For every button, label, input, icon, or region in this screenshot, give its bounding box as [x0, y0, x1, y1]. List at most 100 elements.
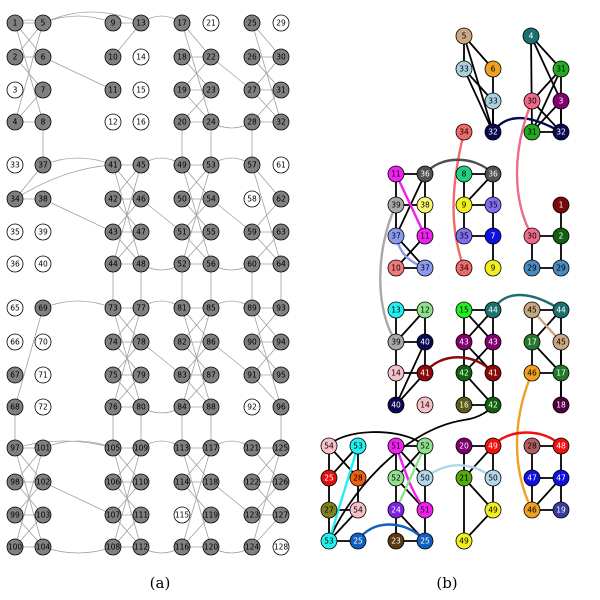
- graph-node: 10: [387, 259, 405, 277]
- graph-node: 99: [6, 506, 24, 524]
- node-label: 10: [108, 53, 118, 62]
- node-label: 94: [276, 338, 286, 347]
- graph-node: 43: [455, 333, 473, 351]
- node-label: 18: [556, 401, 566, 410]
- graph-edge: [210, 56, 253, 91]
- graph-node: 8: [455, 165, 473, 183]
- node-label: 1: [559, 201, 564, 210]
- node-label: 12: [108, 118, 118, 127]
- node-label: 92: [247, 403, 257, 412]
- node-label: 106: [106, 478, 121, 487]
- node-label: 83: [177, 371, 187, 380]
- graph-node: 69: [34, 299, 52, 317]
- graph-node: 72: [34, 398, 52, 416]
- node-label: 57: [247, 161, 257, 170]
- graph-node: 45: [132, 156, 150, 174]
- graph-node: 82: [173, 333, 191, 351]
- graph-node: 28: [523, 437, 541, 455]
- node-label: 90: [247, 338, 257, 347]
- node-label: 128: [274, 543, 289, 552]
- node-label: 32: [556, 128, 566, 137]
- graph-node: 11: [104, 81, 122, 99]
- node-label: 15: [459, 306, 469, 315]
- graph-node: 121: [243, 439, 261, 457]
- graph-node: 110: [132, 473, 150, 491]
- node-label: 35: [459, 232, 469, 241]
- graph-node: 23: [202, 81, 220, 99]
- graph-node: 49: [455, 532, 473, 550]
- node-label: 16: [136, 118, 146, 127]
- node-label: 45: [556, 338, 566, 347]
- graph-node: 105: [104, 439, 122, 457]
- graph-node: 48: [132, 255, 150, 273]
- node-label: 4: [529, 32, 534, 41]
- graph-edge: [42, 11, 142, 24]
- graph-node: 103: [34, 506, 52, 524]
- graph-node: 104: [34, 538, 52, 556]
- node-label: 35: [488, 201, 498, 210]
- node-label: 36: [488, 170, 498, 179]
- graph-node: 45: [552, 333, 570, 351]
- node-label: 14: [391, 369, 401, 378]
- graph-node: 127: [272, 506, 290, 524]
- node-label: 33: [488, 97, 498, 106]
- graph-edge: [14, 447, 44, 548]
- graph-node: 16: [132, 113, 150, 131]
- graph-node: 28: [243, 113, 261, 131]
- node-label: 76: [108, 403, 118, 412]
- node-label: 17: [556, 369, 566, 378]
- node-label: 41: [108, 161, 118, 170]
- node-label: 47: [136, 228, 146, 237]
- graph-node: 85: [202, 299, 220, 317]
- graph-node: 39: [387, 196, 405, 214]
- node-label: 13: [136, 19, 146, 28]
- colored-link: [515, 100, 534, 237]
- graph-node: 42: [104, 190, 122, 208]
- graph-edge: [42, 300, 114, 309]
- graph-edge: [328, 404, 494, 542]
- node-label: 84: [177, 403, 187, 412]
- graph-edge: [251, 307, 282, 408]
- colored-link: [515, 372, 534, 511]
- node-label: 53: [353, 442, 363, 451]
- graph-node: 56: [202, 255, 220, 273]
- graph-node: 25: [416, 532, 434, 550]
- colored-link: [452, 131, 466, 269]
- graph-edge: [42, 198, 114, 233]
- node-label: 46: [527, 506, 537, 515]
- node-label: 39: [391, 338, 401, 347]
- node-label: 13: [391, 306, 401, 315]
- colored-link: [394, 445, 427, 511]
- graph-node: 78: [132, 333, 150, 351]
- graph-node: 19: [552, 501, 570, 519]
- node-label: 29: [527, 264, 537, 273]
- graph-edge: [42, 481, 114, 516]
- graph-node: 33: [6, 156, 24, 174]
- node-label: 25: [353, 537, 363, 546]
- graph-node: 33: [455, 60, 473, 78]
- node-label: 70: [38, 338, 48, 347]
- node-label: 27: [247, 86, 257, 95]
- graph-node: 45: [523, 301, 541, 319]
- graph-edge: [140, 198, 183, 233]
- node-label: 51: [391, 442, 401, 451]
- graph-node: 98: [6, 473, 24, 491]
- graph-node: 5: [455, 27, 473, 45]
- node-label: 6: [41, 53, 46, 62]
- node-label: 44: [556, 306, 566, 315]
- node-label: 8: [462, 170, 467, 179]
- graph-node: 14: [132, 48, 150, 66]
- graph-edge: [251, 447, 282, 548]
- graph-node: 59: [243, 223, 261, 241]
- graph-node: 25: [243, 14, 261, 32]
- node-label: 31: [276, 86, 286, 95]
- graph-node: 73: [104, 299, 122, 317]
- node-label: 39: [391, 201, 401, 210]
- node-label: 98: [10, 478, 20, 487]
- graph-node: 49: [484, 437, 502, 455]
- graph-node: 116: [173, 538, 191, 556]
- node-label: 29: [276, 19, 286, 28]
- graph-node: 54: [349, 501, 367, 519]
- graph-node: 19: [173, 81, 191, 99]
- node-label: 115: [175, 511, 190, 520]
